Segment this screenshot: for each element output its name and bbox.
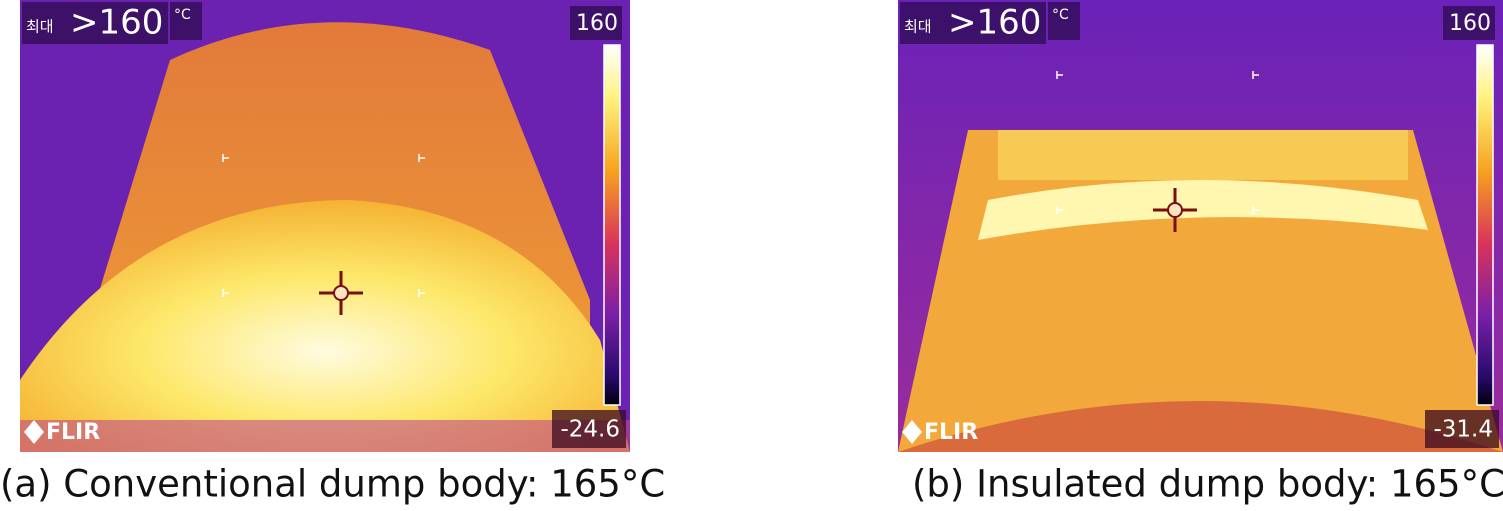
scale-bottom-box (1425, 410, 1499, 448)
hot-band (998, 130, 1408, 180)
bracket (418, 154, 425, 162)
max-box (900, 2, 1046, 44)
floor (898, 401, 1503, 452)
unit-box (170, 2, 202, 40)
logo: FLIR (46, 420, 100, 445)
scale-bottom: -24.6 (560, 417, 620, 443)
caption: (a) Conventional dump body: 165°C (0, 463, 665, 506)
thermal-image: 최대 >160 °C 160 -24.6 FLIR (20, 0, 630, 453)
bracket (1252, 206, 1259, 214)
color-bar (1476, 44, 1494, 406)
max-box (22, 2, 168, 44)
scale-top: 160 (576, 11, 618, 36)
scale-bottom-box (552, 410, 626, 448)
logo: FLIR (924, 420, 978, 445)
thermal-image: 최대 >160 °C 160 -31.4 FLIR (898, 0, 1503, 452)
hot-layer (978, 180, 1428, 240)
bracket (1056, 71, 1063, 79)
bottom-edge (20, 420, 630, 452)
max-label: 최대 (904, 18, 932, 36)
bracket (1056, 206, 1063, 214)
scale-top-box (1443, 6, 1495, 40)
logo-mark (24, 420, 44, 444)
crosshair-center (333, 285, 349, 301)
logo-mark (902, 420, 922, 444)
max-value: >160 (948, 3, 1041, 43)
unit-box (1048, 2, 1080, 40)
hot-zone (20, 200, 630, 452)
max-value: >160 (70, 3, 163, 43)
unit: °C (174, 7, 191, 23)
crosshair-center (1167, 202, 1183, 218)
bracket (1252, 71, 1259, 79)
bracket (222, 289, 229, 297)
scale-top-box (570, 6, 622, 40)
scale-top: 160 (1449, 11, 1491, 36)
caption: (b) Insulated dump body: 165°C (912, 463, 1503, 506)
max-label: 최대 (26, 18, 54, 36)
bracket (222, 154, 229, 162)
scale-bottom: -31.4 (1433, 417, 1493, 443)
unit: °C (1052, 7, 1069, 23)
bracket (418, 289, 425, 297)
color-bar (603, 44, 621, 406)
